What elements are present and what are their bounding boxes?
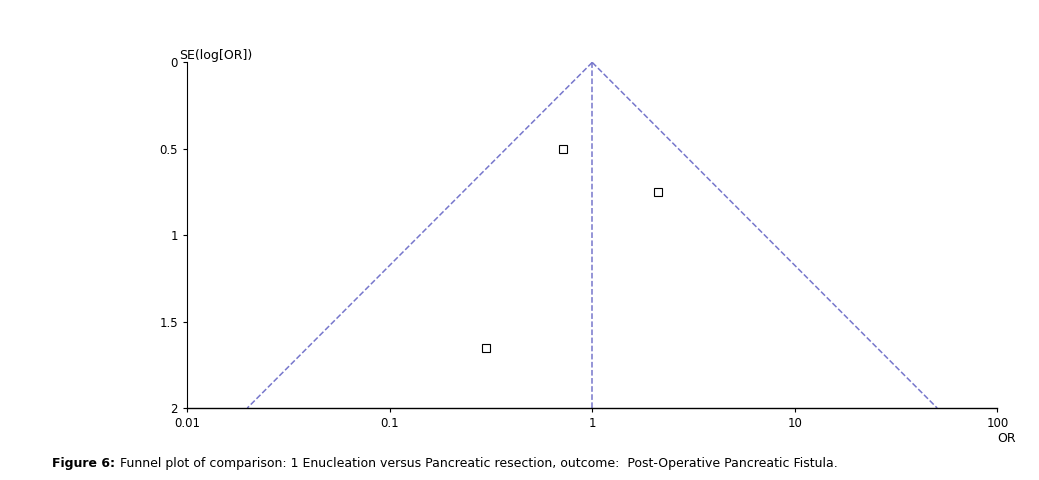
Text: OR: OR [997,432,1016,445]
Text: Funnel plot of comparison: 1 Enucleation versus Pancreatic resection, outcome:  : Funnel plot of comparison: 1 Enucleation… [116,457,838,470]
Text: Figure 6:: Figure 6: [52,457,115,470]
Text: SE(log[OR]): SE(log[OR]) [179,49,252,62]
